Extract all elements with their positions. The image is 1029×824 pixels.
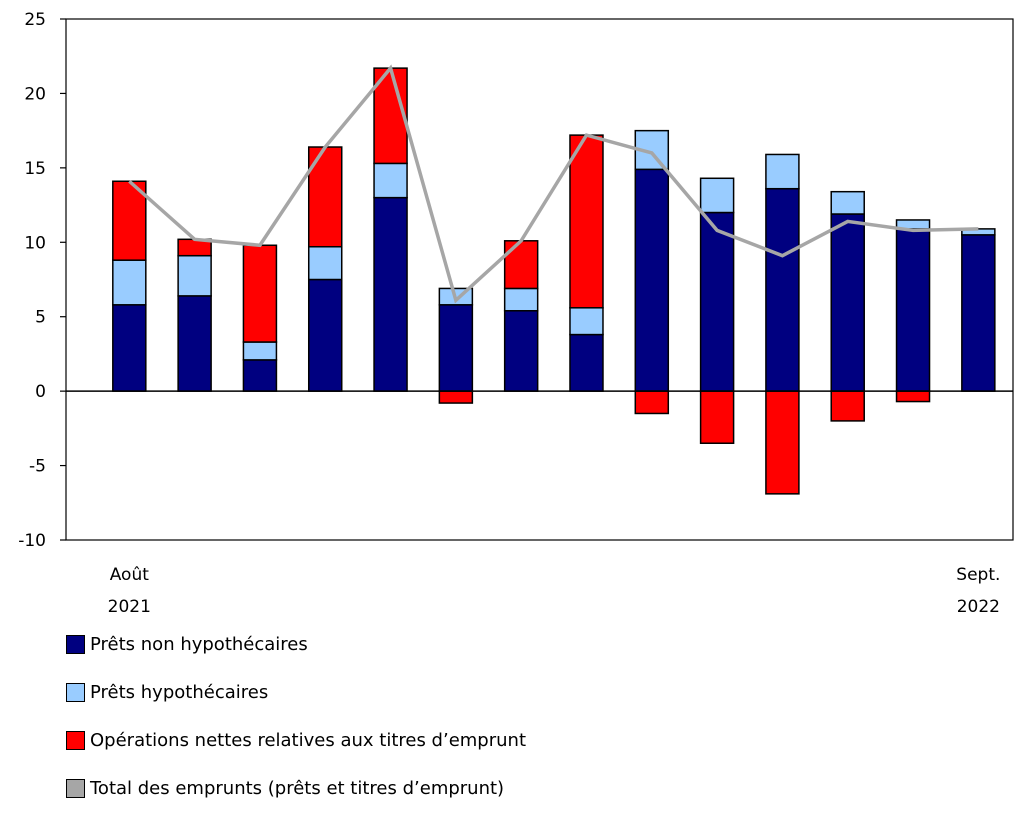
bar-segment-1 (242, 359, 278, 392)
bar-segment-3 (699, 390, 735, 444)
bar-segment-1 (503, 310, 539, 392)
bar-segment-2 (765, 153, 800, 190)
legend-item-total-borrowing: Total des emprunts (prêts et titres d’em… (66, 776, 526, 800)
legend-swatch-total-borrowing (66, 778, 85, 798)
y-tick-label: 15 (24, 159, 46, 179)
bar-segment-3 (895, 390, 931, 403)
bar-segment-3 (569, 134, 604, 309)
total-borrowing-line (128, 64, 979, 304)
legend-label-mortgage: Prêts hypothécaires (90, 681, 269, 703)
bar-segment-2 (177, 254, 212, 297)
legend-item-debt-securities: Opérations nettes relatives aux titres d… (66, 728, 526, 752)
legend-swatch-mortgage (66, 682, 85, 702)
x-tick-label: Août (110, 565, 150, 585)
bar-segment-2 (503, 287, 539, 312)
legend-label-total-borrowing: Total des emprunts (prêts et titres d’em… (90, 777, 505, 799)
bar-segment-1 (895, 228, 931, 392)
bar-segment-3 (634, 390, 670, 415)
bar-segment-1 (112, 304, 147, 392)
bar-segment-1 (569, 333, 604, 392)
bar-segment-1 (699, 211, 735, 392)
y-tick-label: 5 (35, 308, 46, 328)
legend-swatch-non-mortgage (66, 634, 85, 654)
y-tick-label: 20 (24, 84, 46, 104)
y-tick-label: 25 (24, 10, 46, 30)
legend-swatch-debt-securities (66, 730, 85, 750)
bar-segment-2 (242, 341, 278, 361)
bar-segment-1 (307, 278, 343, 392)
bar-segment-3 (438, 390, 474, 404)
bar-segment-3 (112, 180, 147, 261)
bar-segment-2 (373, 162, 408, 199)
bar-segment-3 (765, 390, 800, 495)
legend: Prêts non hypothécaires Prêts hypothécai… (66, 632, 526, 824)
bar-segment-1 (961, 234, 996, 392)
bar-segment-2 (307, 246, 343, 281)
chart: 25 20 15 10 5 0 -5 -10 Août 2021 Sept. 2022 (18, 10, 1014, 617)
bar-segment-1 (765, 187, 800, 392)
plot-area (65, 18, 1014, 541)
x-tick-label: 2022 (957, 597, 1000, 617)
x-tick-label: 2021 (108, 597, 151, 617)
x-tick-label: Sept. (956, 565, 1000, 585)
bar-segment-2 (830, 190, 865, 215)
bar-segment-1 (373, 196, 408, 392)
bar-segment-1 (438, 304, 474, 392)
legend-item-non-mortgage: Prêts non hypothécaires (66, 632, 526, 656)
legend-item-mortgage: Prêts hypothécaires (66, 680, 526, 704)
bar-segment-3 (242, 244, 278, 343)
y-tick-label: 10 (24, 233, 46, 253)
legend-label-debt-securities: Opérations nettes relatives aux titres d… (90, 729, 527, 751)
bar-segment-1 (177, 295, 212, 392)
y-tick-label: -10 (18, 531, 46, 551)
y-tick-label: -5 (29, 457, 46, 477)
bar-segment-2 (699, 177, 735, 214)
bar-segment-2 (112, 259, 147, 306)
bar-segment-1 (830, 213, 865, 392)
bar-segment-3 (503, 240, 539, 290)
bar-segment-1 (634, 168, 670, 392)
bar-segment-2 (569, 307, 604, 336)
legend-label-non-mortgage: Prêts non hypothécaires (90, 633, 308, 655)
bar-segment-3 (830, 390, 865, 422)
y-tick-label: 0 (35, 382, 46, 402)
